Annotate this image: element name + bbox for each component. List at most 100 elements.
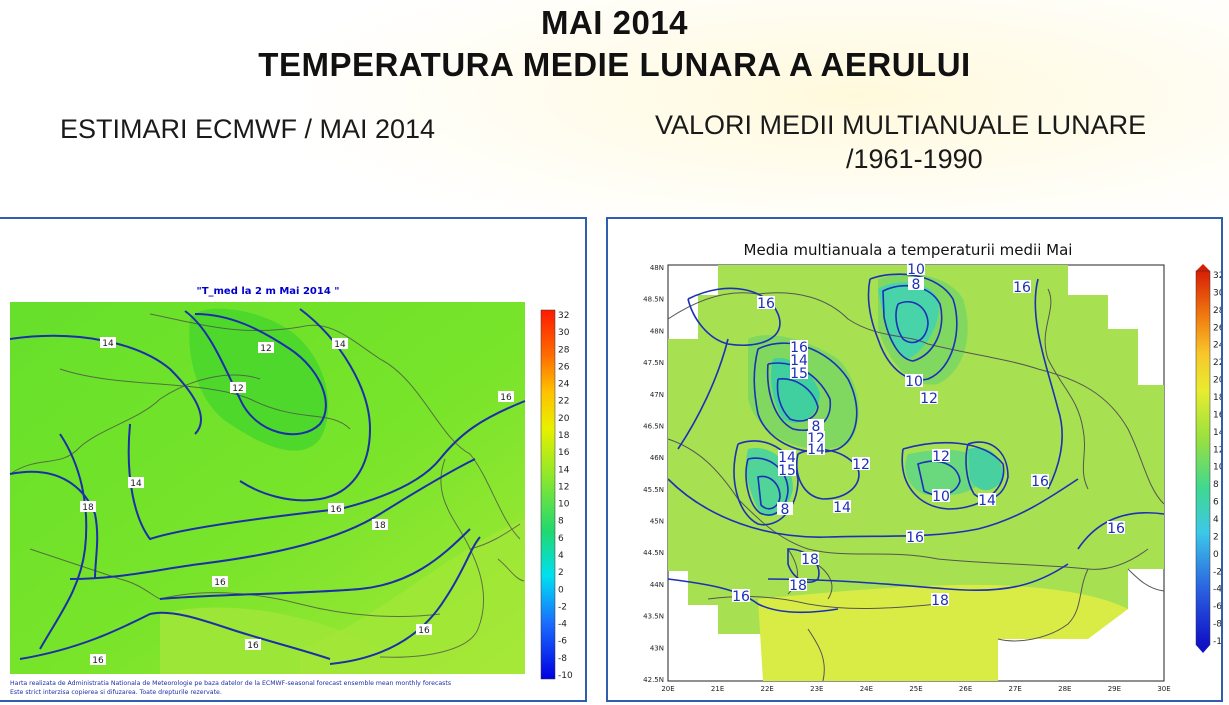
contour-label-16: 16 [90, 654, 106, 666]
svg-text:18: 18 [931, 593, 949, 609]
contour-label-12: 12 [230, 382, 246, 394]
svg-text:16: 16 [1031, 474, 1049, 490]
svg-text:8: 8 [781, 502, 790, 518]
svg-text:15: 15 [778, 463, 796, 479]
colorbar-tick: 26 [558, 362, 570, 372]
longitude-tick: 30E [1157, 685, 1170, 693]
colorbar-tick: 4 [1213, 515, 1219, 525]
contour-label-18: 18 [801, 552, 819, 568]
latitude-tick: 48N [650, 327, 664, 335]
longitude-tick: 23E [810, 685, 823, 693]
latitude-tick: 45.5N [643, 486, 664, 494]
contour-label-14: 14 [100, 337, 116, 349]
ecmwf-map-area: 14 12 12 14 16 14 18 18 16 16 16 16 16 1… [9, 302, 526, 674]
colorbar-tick: 26 [1213, 323, 1221, 333]
latitude-tick: 44N [650, 581, 664, 589]
colorbar-tick: 32 [1213, 271, 1221, 281]
contour-label-16: 16 [1013, 280, 1031, 296]
contour-label-15: 15 [790, 366, 808, 382]
contour-label-12: 12 [852, 457, 870, 473]
svg-text:14: 14 [790, 353, 808, 369]
svg-text:18: 18 [82, 503, 94, 513]
svg-text:16: 16 [906, 530, 924, 546]
svg-text:18: 18 [801, 552, 819, 568]
contour-label-8: 8 [777, 502, 793, 518]
longitude-tick: 20E [661, 685, 674, 693]
svg-text:8: 8 [812, 419, 821, 435]
page-title: MAI 2014 [540, 4, 689, 41]
right-heading-line1: VALORI MEDII MULTIANUALE LUNARE [655, 110, 1147, 140]
background-glow [300, 0, 1229, 240]
svg-text:16: 16 [330, 505, 342, 515]
ecmwf-footnote-line2: Este strict interzisa copierea si difuza… [10, 689, 222, 696]
contour-label-14: 14 [833, 500, 851, 516]
colorbar-tick: 12 [558, 482, 569, 492]
contour-label-16: 16 [416, 624, 432, 636]
svg-text:12: 12 [932, 449, 950, 465]
contour-label-12: 12 [920, 391, 938, 407]
longitude-tick: 29E [1108, 685, 1121, 693]
longitude-tick: 22E [761, 685, 774, 693]
contour-label-8: 8 [808, 419, 824, 435]
colorbar-tick: 28 [558, 345, 570, 355]
colorbar-tick: 4 [558, 551, 564, 561]
latitude-tick: 46N [650, 454, 664, 462]
colorbar-tick: 32 [558, 311, 569, 321]
contour-label-18: 18 [789, 578, 807, 594]
svg-text:8: 8 [912, 277, 921, 293]
svg-text:16: 16 [92, 656, 104, 666]
colorbar-tick: 22 [1213, 358, 1221, 368]
contour-label-12: 12 [258, 342, 274, 354]
contour-label-16: 16 [732, 589, 750, 605]
contour-label-14: 14 [332, 338, 348, 350]
contour-label-8: 8 [908, 277, 924, 293]
colorbar-tick: 16 [558, 448, 570, 458]
svg-text:12: 12 [232, 384, 243, 394]
contour-label-18: 18 [372, 519, 388, 531]
svg-text:16: 16 [1107, 521, 1125, 537]
svg-text:10: 10 [932, 489, 950, 505]
contour-label-16: 16 [757, 296, 775, 312]
colorbar-tick: 0 [558, 585, 564, 595]
svg-text:16: 16 [247, 641, 259, 651]
contour-label-16: 16 [1107, 521, 1125, 537]
multiannual-map-area: 10 8 16 16 16 14 15 8 12 14 10 12 14 15 … [643, 262, 1171, 693]
svg-text:16: 16 [214, 578, 226, 588]
right-heading-line2: /1961-1990 [846, 144, 983, 174]
colorbar-tick: 30 [1213, 288, 1221, 298]
ecmwf-map-title: "T_med la 2 m Mai 2014 " [196, 286, 339, 297]
colorbar-tick: 2 [1213, 532, 1219, 542]
colorbar-tick: -6 [558, 637, 567, 647]
colorbar-tick: 28 [1213, 306, 1221, 316]
svg-text:18: 18 [789, 578, 807, 594]
contour-label-16: 16 [245, 639, 261, 651]
contour-label-10: 10 [932, 489, 950, 505]
contour-label-16: 16 [790, 340, 808, 356]
svg-text:16: 16 [757, 296, 775, 312]
svg-text:16: 16 [732, 589, 750, 605]
contour-label-16: 16 [328, 503, 344, 515]
svg-text:14: 14 [807, 442, 825, 458]
colorbar-tick: 20 [558, 414, 570, 424]
colorbar-tick: 18 [558, 431, 570, 441]
ecmwf-footnote-line1: Harta realizata de Administratia Nationa… [10, 680, 451, 687]
contour-label-18: 18 [931, 593, 949, 609]
ecmwf-map-panel: "T_med la 2 m Mai 2014 " [0, 217, 587, 702]
contour-label-16: 16 [498, 391, 514, 403]
colorbar-tick: 8 [558, 517, 564, 527]
colorbar-tick: -2 [1213, 567, 1221, 577]
colorbar-tick: 0 [1213, 550, 1219, 560]
latitude-tick: 44.5N [643, 549, 664, 557]
longitude-tick: 24E [860, 685, 873, 693]
latitude-tick: 48N [650, 264, 664, 272]
svg-text:12: 12 [852, 457, 870, 473]
colorbar-tick: -6 [1213, 602, 1221, 612]
svg-text:16: 16 [418, 626, 430, 636]
svg-text:16: 16 [1013, 280, 1031, 296]
latitude-tick: 43N [650, 644, 664, 652]
colorbar-tick: 14 [558, 465, 570, 475]
latitude-tick: 45N [650, 518, 664, 526]
svg-text:16: 16 [500, 393, 512, 403]
contour-label-16: 16 [906, 530, 924, 546]
